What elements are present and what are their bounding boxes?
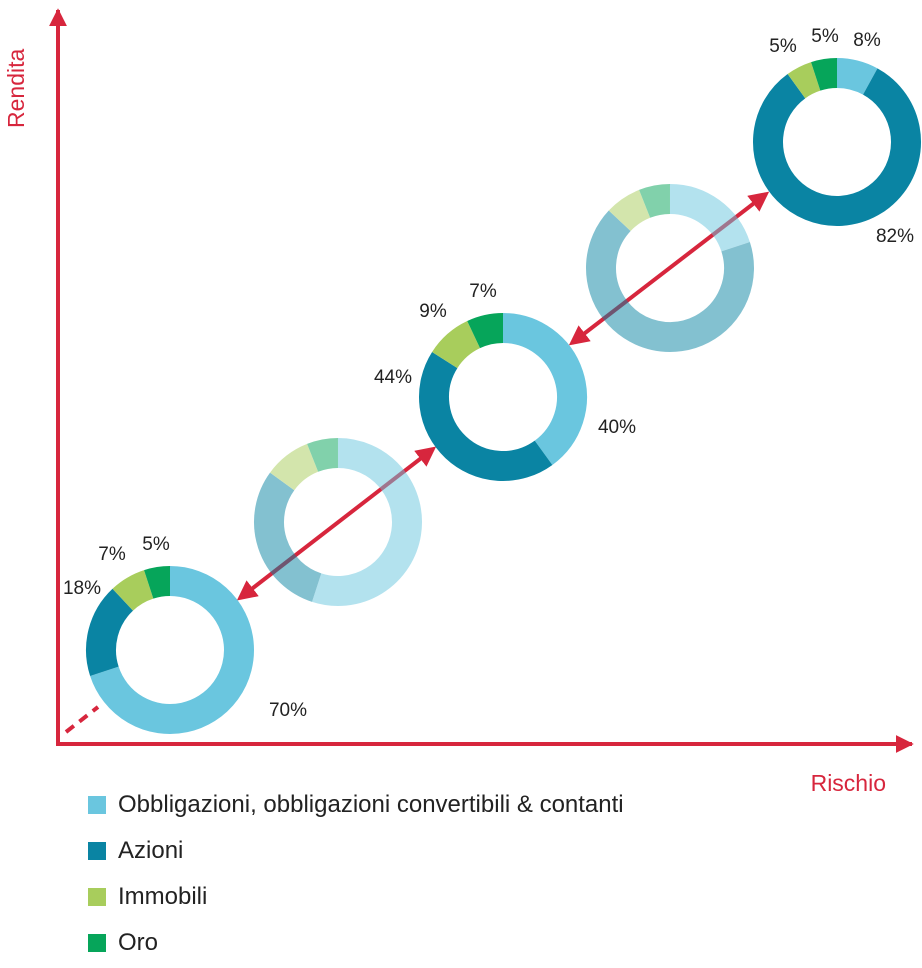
donut-4-slice-stocks — [586, 210, 754, 352]
donut-2-slice-real-estate — [270, 443, 319, 491]
legend-swatch-stocks — [88, 842, 106, 860]
legend-item-gold: Oro — [88, 920, 624, 966]
donut-1: 70% 18% 7% 5% — [63, 534, 307, 734]
donut-1-label-stocks: 18% — [63, 578, 101, 599]
legend-item-real-estate: Immobili — [88, 874, 624, 920]
legend-label-real-estate: Immobili — [118, 883, 208, 910]
legend: Obbligazioni, obbligazioni convertibili … — [88, 782, 624, 966]
donut-1-slice-real-estate — [112, 570, 154, 612]
donut-5-slice-gold — [811, 58, 838, 91]
donut-3-label-gold: 7% — [469, 281, 497, 302]
legend-swatch-gold — [88, 934, 106, 952]
donut-5-label-stocks: 82% — [876, 226, 914, 247]
donut-3-label-bonds: 40% — [598, 417, 636, 438]
donut-3: 40% 44% 9% 7% — [374, 281, 636, 481]
donut-group: 70% 18% 7% 5% 40% 44% 9% 7% 8% 82% 5% 5% — [63, 26, 921, 734]
donut-4-slice-bonds — [669, 184, 750, 252]
donut-3-slice-gold — [467, 313, 504, 349]
donut-5-slice-real-estate — [787, 62, 821, 99]
donut-3-slice-real-estate — [432, 320, 481, 369]
donut-5-label-gold: 5% — [811, 26, 839, 47]
donut-5-label-real-estate: 5% — [769, 36, 797, 57]
donut-2 — [254, 438, 422, 606]
donut-1-slice-bonds — [90, 566, 254, 734]
donut-3-label-real-estate: 9% — [419, 301, 447, 322]
donut-4-slice-gold — [639, 184, 671, 219]
donut-1-label-bonds: 70% — [269, 700, 307, 721]
donut-3-label-stocks: 44% — [374, 367, 412, 388]
y-axis-label: Rendita — [3, 49, 29, 128]
donut-4 — [586, 184, 754, 352]
legend-label-stocks: Azioni — [118, 837, 184, 864]
donut-4-slice-real-estate — [608, 189, 651, 232]
legend-label-bonds: Obbligazioni, obbligazioni convertibili … — [118, 791, 624, 818]
legend-item-bonds: Obbligazioni, obbligazioni convertibili … — [88, 782, 624, 828]
donut-2-slice-stocks — [254, 472, 322, 602]
legend-label-gold: Oro — [118, 929, 159, 956]
origin-dash — [64, 705, 100, 734]
donut-2-slice-gold — [307, 438, 339, 473]
donut-1-label-gold: 5% — [142, 534, 170, 555]
donut-5-label-bonds: 8% — [853, 30, 881, 51]
donut-2-slice-bonds — [312, 438, 422, 606]
donut-3-slice-stocks — [419, 352, 553, 481]
legend-swatch-bonds — [88, 796, 106, 814]
x-axis-label: Rischio — [811, 770, 886, 796]
donut-5: 8% 82% 5% 5% — [753, 26, 921, 247]
donut-1-label-real-estate: 7% — [98, 544, 126, 565]
legend-swatch-real-estate — [88, 888, 106, 906]
donut-1-slice-gold — [144, 566, 171, 599]
donut-5-slice-stocks — [753, 68, 921, 226]
legend-item-stocks: Azioni — [88, 828, 624, 874]
donut-1-slice-stocks — [86, 588, 134, 676]
donut-5-slice-bonds — [836, 58, 878, 95]
donut-3-slice-bonds — [502, 313, 587, 465]
